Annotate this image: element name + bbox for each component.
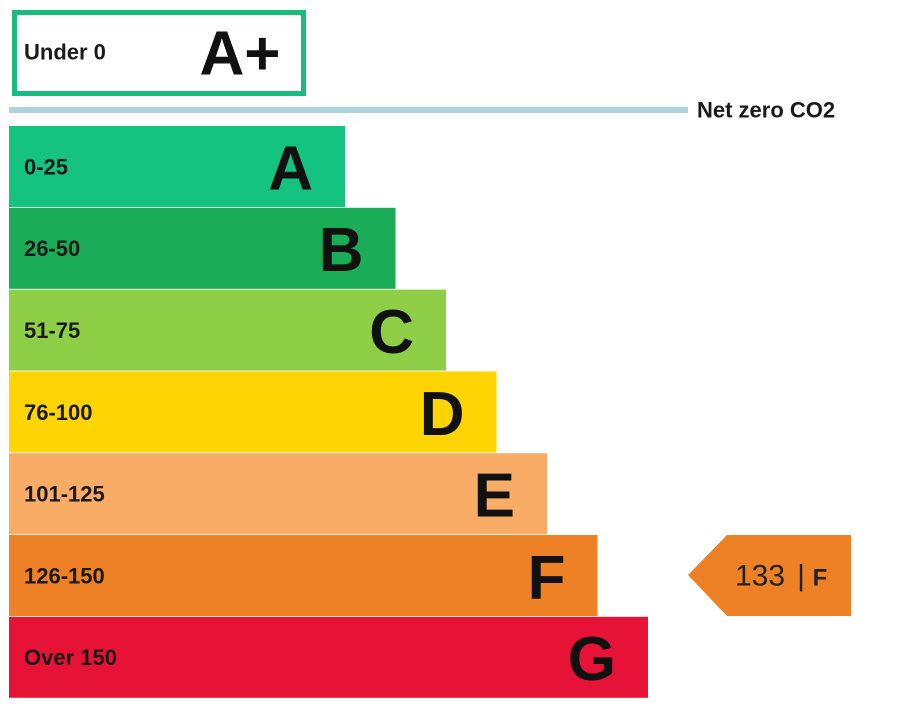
band-rating: A [268, 134, 313, 203]
band-rating: F [528, 543, 566, 612]
band-range: 0-25 [24, 154, 68, 179]
top-band-box [12, 10, 306, 96]
indicator-rating: F [813, 565, 828, 592]
net-zero-line [9, 107, 688, 113]
band-range: 126-150 [24, 563, 105, 588]
band-range: 26-50 [24, 236, 80, 261]
band-rating: G [568, 625, 616, 694]
band-range: 76-100 [24, 400, 93, 425]
top-band-rating: A+ [200, 20, 281, 89]
band-rating: C [369, 298, 414, 367]
band-rating: E [474, 462, 515, 531]
band-range: 51-75 [24, 318, 80, 343]
indicator-arrow [688, 535, 851, 616]
band [9, 207, 396, 289]
band [9, 371, 497, 453]
top-band-range: Under 0 [24, 40, 106, 65]
band [9, 535, 598, 616]
band-range: Over 150 [24, 645, 117, 670]
band-range: 101-125 [24, 482, 105, 507]
band [9, 453, 547, 535]
indicator-separator: | [797, 560, 805, 593]
band-rating: D [420, 380, 465, 449]
band [9, 126, 345, 207]
band-rating: B [319, 216, 364, 285]
band [9, 289, 446, 371]
indicator-value: 133 [735, 560, 785, 593]
band [9, 616, 648, 698]
net-zero-label: Net zero CO2 [697, 98, 835, 123]
